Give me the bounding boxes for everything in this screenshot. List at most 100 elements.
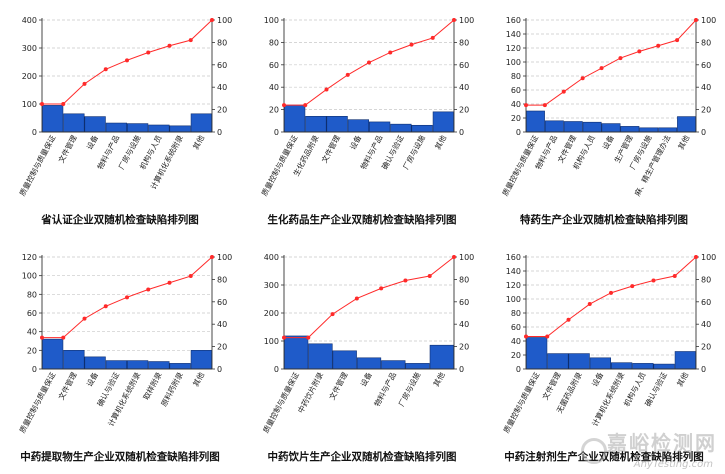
cumulative-point [409, 42, 414, 47]
y-tick-label: 200 [22, 72, 37, 81]
y2-tick-label: 20 [217, 106, 227, 115]
y2-tick-label: 40 [217, 83, 227, 92]
bar-4 [105, 360, 128, 370]
bar-9 [677, 116, 697, 133]
y2-tick-label: 60 [701, 61, 711, 70]
bar-2 [547, 353, 569, 370]
y-tick-label: 200 [264, 309, 279, 318]
cumulative-point [40, 335, 44, 340]
y2-tick-label: 80 [459, 38, 469, 47]
bar-4 [347, 119, 370, 133]
cumulative-point [146, 287, 151, 292]
category-label: 设备 [600, 133, 616, 151]
cumulative-point [306, 335, 311, 340]
bar-2 [544, 120, 564, 133]
category-label: 文件管理 [56, 133, 79, 165]
cumulative-point [379, 286, 384, 291]
y-tick-label: 40 [27, 328, 37, 337]
cumulative-point [167, 280, 172, 285]
cumulative-point [354, 296, 359, 301]
cumulative-point [637, 49, 642, 54]
bar-3 [326, 116, 348, 133]
bar-7 [169, 125, 191, 133]
y2-tick-label: 80 [217, 38, 227, 47]
category-label: 取样附录 [141, 370, 164, 402]
y2-tick-label: 20 [459, 106, 469, 115]
bar-8 [674, 351, 697, 370]
cumulative-point [524, 334, 528, 339]
y2-tick-label: 80 [459, 275, 469, 284]
chart-title: 特药生产企业双随机检查缺陷排列图 [520, 214, 688, 226]
pareto-chart-3: 0 20 40 60 80 100 120 140 160 0 20 40 60 80 100 质量控制与质量… [484, 0, 724, 237]
y-tick-label: 0 [32, 365, 37, 374]
category-label: 质量控制与质量保证 [501, 370, 542, 435]
bar-1 [283, 335, 309, 370]
y-tick-label: 120 [22, 253, 37, 262]
y-tick-label: 40 [511, 337, 521, 346]
category-label: 设备 [358, 370, 374, 388]
bar-4 [582, 121, 602, 133]
y2-tick-label: 100 [459, 16, 474, 25]
y-tick-label: 0 [32, 128, 37, 137]
category-label: 其他 [431, 370, 447, 388]
y2-tick-label: 0 [701, 365, 706, 374]
category-label: 厂房与设施 [396, 370, 423, 408]
cumulative-point [330, 312, 335, 317]
y-tick-label: 120 [506, 44, 521, 53]
y2-tick-label: 40 [701, 320, 711, 329]
cumulative-point [524, 103, 528, 108]
cumulative-point [694, 255, 698, 259]
cumulative-point [452, 18, 456, 22]
cumulative-point [599, 66, 604, 71]
category-label: 文件管理 [327, 370, 350, 402]
cumulative-point [210, 18, 214, 22]
y-tick-label: 140 [506, 267, 521, 276]
y-tick-label: 60 [511, 86, 521, 95]
category-label: 设备 [84, 133, 100, 151]
bar-6 [405, 363, 430, 370]
cumulative-point [82, 81, 87, 86]
y2-tick-label: 40 [701, 83, 711, 92]
cumulative-point [303, 103, 308, 108]
bar-1 [41, 338, 64, 370]
cumulative-point [580, 76, 585, 81]
category-label: 设备 [347, 133, 363, 151]
cumulative-point [545, 334, 550, 339]
cumulative-point [561, 89, 566, 94]
cumulative-point [566, 317, 571, 322]
chart-plot: 020406080100120140160020406080100质量控制与质量… [500, 16, 717, 198]
watermark-text: 嘉峪检测网 [607, 431, 717, 455]
y-tick-label: 40 [511, 100, 521, 109]
category-label: 设备 [84, 370, 100, 388]
bar-4 [105, 122, 128, 133]
y2-tick-label: 0 [217, 128, 222, 137]
y-tick-label: 100 [506, 58, 521, 67]
y-tick-label: 20 [269, 106, 279, 115]
bar-3 [563, 121, 583, 133]
chart-plot: 0 100 200 300 400 0 20 40 60 80 100 质量控制与质量保证 文件管理 设备… [17, 16, 232, 198]
cumulative-point [40, 102, 44, 106]
y2-tick-label: 0 [217, 365, 222, 374]
cumulative-point [61, 335, 66, 340]
cumulative-point [82, 316, 87, 321]
category-label: 质量控制与质量保证 [17, 133, 58, 198]
cumulative-point [125, 58, 129, 63]
y2-tick-label: 20 [459, 343, 469, 352]
bar-5 [127, 360, 149, 370]
y2-tick-label: 40 [459, 320, 469, 329]
category-label: 其他 [674, 370, 690, 388]
y-tick-label: 0 [274, 365, 279, 374]
category-label: 设备 [589, 370, 605, 388]
bar-2 [63, 113, 85, 133]
y2-tick-label: 20 [701, 106, 711, 115]
y-tick-label: 100 [22, 272, 37, 281]
cumulative-point [672, 274, 677, 279]
bar-8 [432, 111, 455, 133]
y2-tick-label: 60 [217, 61, 227, 70]
bar-5 [381, 360, 406, 370]
cumulative-point [430, 35, 435, 40]
bar-7 [411, 124, 433, 133]
y-tick-label: 100 [506, 295, 521, 304]
cumulative-point [656, 43, 661, 48]
bar-7 [169, 363, 191, 370]
